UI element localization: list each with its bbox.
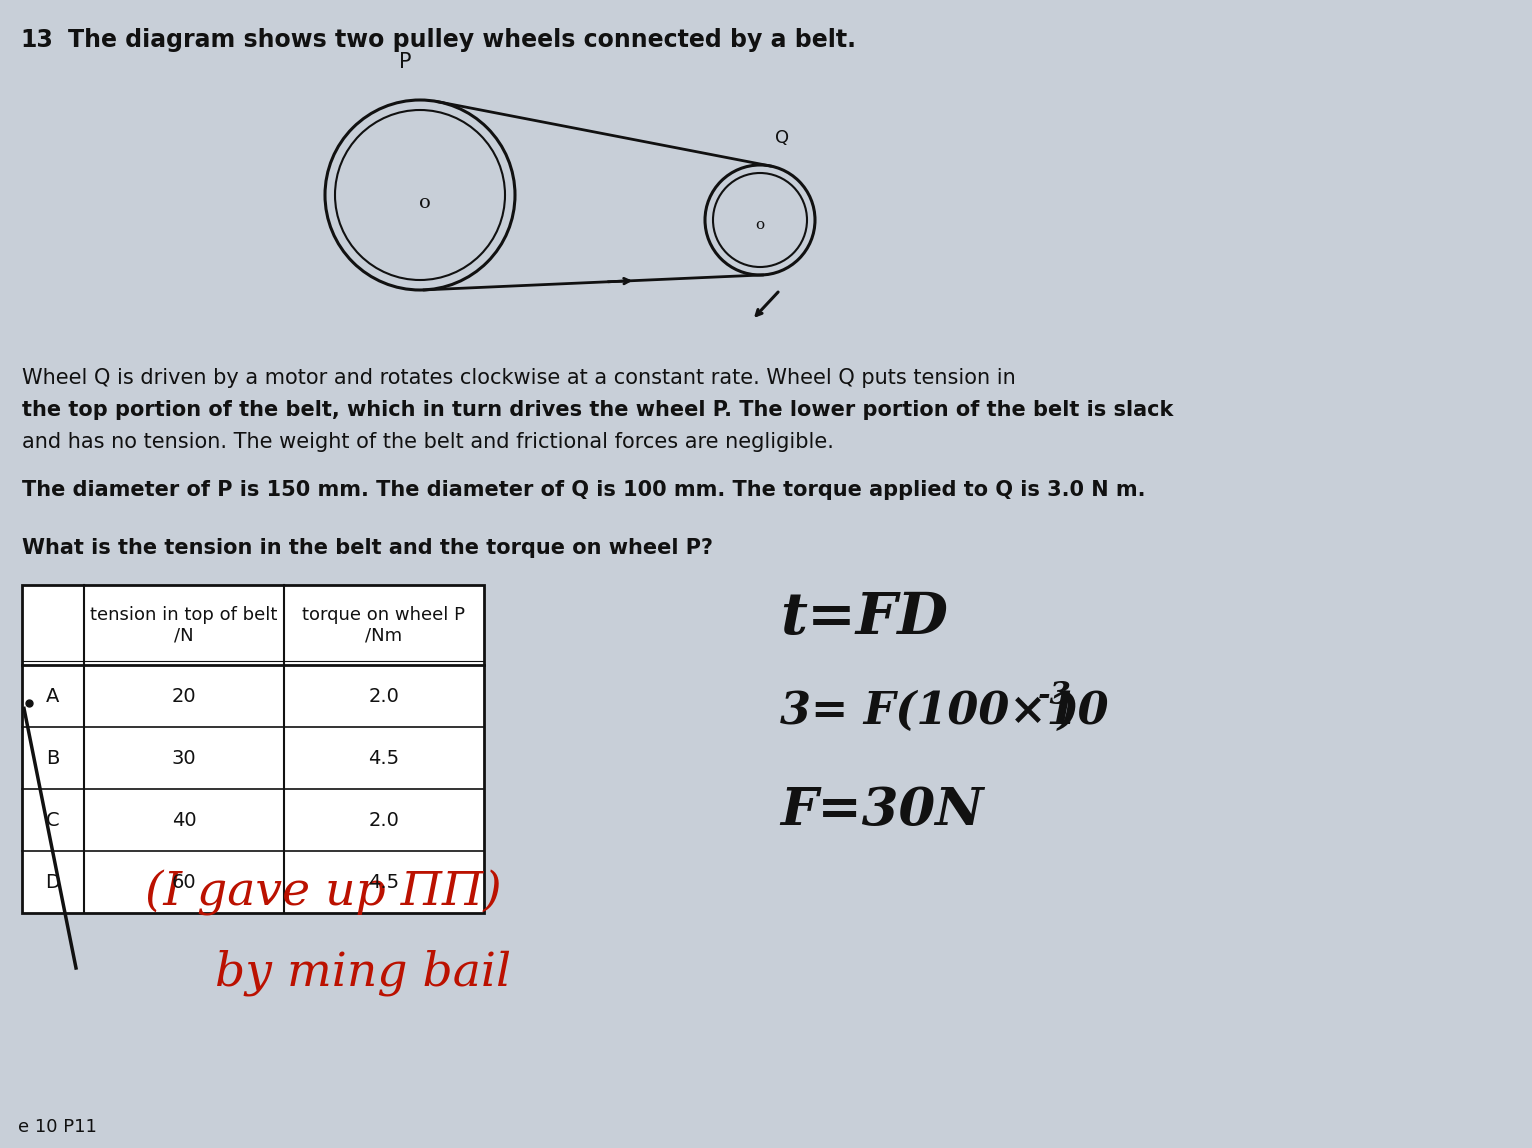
Text: -3: -3: [1039, 680, 1072, 711]
Text: 13: 13: [20, 28, 54, 52]
Text: 60: 60: [172, 872, 196, 892]
Text: 20: 20: [172, 687, 196, 706]
Text: (I gave up ΠΠ): (I gave up ΠΠ): [146, 870, 501, 916]
Text: ): ): [1059, 690, 1079, 734]
Text: o: o: [420, 194, 430, 212]
Text: A: A: [46, 687, 60, 706]
Text: 40: 40: [172, 810, 196, 830]
Text: the top portion of the belt, which in turn drives the wheel P. The lower portion: the top portion of the belt, which in tu…: [21, 400, 1174, 420]
Text: e 10 P11: e 10 P11: [18, 1118, 97, 1137]
Text: o: o: [755, 218, 764, 232]
Text: 2.0: 2.0: [369, 687, 400, 706]
Text: P: P: [398, 52, 411, 72]
Text: 2.0: 2.0: [369, 810, 400, 830]
Text: The diagram shows two pulley wheels connected by a belt.: The diagram shows two pulley wheels conn…: [67, 28, 856, 52]
Text: 30: 30: [172, 748, 196, 768]
Text: 4.5: 4.5: [368, 748, 400, 768]
Text: by ming bail: by ming bail: [214, 951, 512, 996]
Text: C: C: [46, 810, 60, 830]
Text: tension in top of belt
/N: tension in top of belt /N: [90, 606, 277, 644]
Text: 3= F(100×10: 3= F(100×10: [780, 690, 1109, 734]
Text: D: D: [46, 872, 60, 892]
Text: F=30N: F=30N: [780, 785, 984, 836]
Text: t=FD: t=FD: [780, 590, 948, 646]
Text: Q: Q: [775, 129, 789, 147]
Text: and has no tension. The weight of the belt and frictional forces are negligible.: and has no tension. The weight of the be…: [21, 432, 833, 452]
Bar: [21, 585, 484, 913]
Text: What is the tension in the belt and the torque on wheel P?: What is the tension in the belt and the …: [21, 538, 712, 558]
Text: torque on wheel P
/Nm: torque on wheel P /Nm: [302, 606, 466, 644]
Text: Wheel Q is driven by a motor and rotates clockwise at a constant rate. Wheel Q p: Wheel Q is driven by a motor and rotates…: [21, 369, 1016, 388]
Text: B: B: [46, 748, 60, 768]
Text: The diameter of P is 150 mm. The diameter of Q is 100 mm. The torque applied to : The diameter of P is 150 mm. The diamete…: [21, 480, 1146, 501]
Text: 4.5: 4.5: [368, 872, 400, 892]
